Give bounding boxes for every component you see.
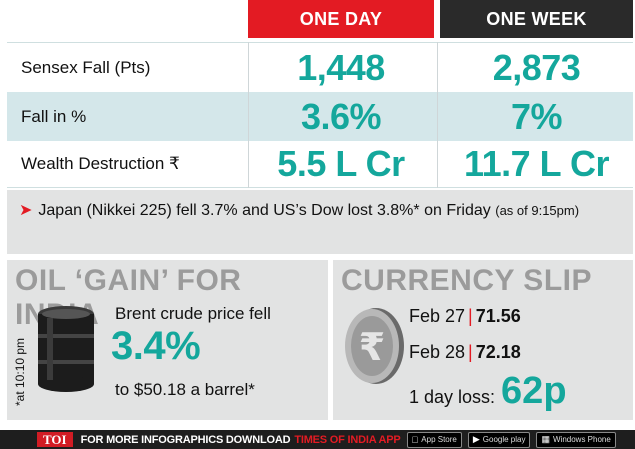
header-one-day: ONE DAY	[248, 0, 434, 38]
app-store-badge[interactable]: App Store	[406, 431, 462, 448]
news-strip: ➤ Japan (Nikkei 225) fell 3.7% and US’s D…	[7, 190, 633, 254]
value-one-day: 1,448	[297, 46, 385, 88]
currency-panel: CURRENCY SLIP ₹ Feb 27 | 71.56 Feb 28 | 72.1…	[333, 260, 633, 420]
separator: |	[468, 342, 473, 362]
google-play-badge[interactable]: ▶ Google play	[466, 431, 531, 448]
currency-date: Feb 27	[409, 306, 466, 326]
footer-text: FOR MORE INFOGRAPHICS DOWNLOAD	[80, 433, 291, 446]
currency-value: 72.18	[475, 342, 521, 362]
oil-big-value: 3.4%	[111, 324, 201, 368]
badge-label: Google play	[476, 435, 526, 444]
currency-date: Feb 28	[409, 342, 466, 362]
row-sensex-fall: Sensex Fall (Pts) 1,448 2,873	[7, 42, 633, 92]
news-text: Japan (Nikkei 225) fell 3.7% and US’s Do…	[38, 202, 491, 219]
value-one-week: 2,873	[492, 46, 581, 88]
oil-line2: to $50.18 a barrel*	[115, 380, 255, 399]
badge-label: Windows Phone	[546, 435, 611, 444]
currency-entry: Feb 27 | 71.56	[409, 306, 521, 327]
oil-panel: OIL ‘GAIN’ FOR INDIA *at 10:10 pm Brent …	[7, 260, 328, 420]
value-one-week: 11.7 L Cr	[464, 143, 609, 184]
windows-phone-badge[interactable]: ▦ Windows Phone	[534, 431, 616, 448]
apple-icon: 	[412, 435, 419, 445]
loss-value: 62p	[501, 370, 567, 412]
currency-value: 71.56	[475, 306, 521, 326]
value-one-day: 3.6%	[300, 95, 382, 137]
svg-text:₹: ₹	[359, 325, 385, 369]
arrow-right-icon: ➤	[19, 202, 33, 219]
currency-loss: 1 day loss: 62p	[409, 370, 567, 413]
oil-line1: Brent crude price fell	[115, 304, 271, 323]
footer-bar: TOI FOR MORE INFOGRAPHICS DOWNLOAD TIMES…	[0, 430, 635, 449]
oil-barrel-icon	[38, 306, 94, 392]
loss-label: 1 day loss:	[409, 387, 496, 407]
play-icon: ▶	[466, 434, 480, 444]
news-note: (as of 9:15pm)	[495, 203, 580, 218]
row-wealth-destruction: Wealth Destruction ₹ 5.5 L Cr 11.7 L Cr	[7, 141, 633, 188]
divider	[437, 42, 438, 188]
value-one-day: 5.5 L Cr	[277, 143, 405, 184]
row-label: Sensex Fall (Pts)	[21, 57, 151, 77]
badge-label: App Store	[414, 435, 457, 444]
windows-icon: ▦	[534, 434, 550, 444]
row-label: Wealth Destruction ₹	[21, 154, 180, 173]
currency-entry: Feb 28 | 72.18	[409, 342, 521, 363]
toi-logo: TOI	[37, 432, 73, 447]
footer-app-link[interactable]: TIMES OF INDIA APP	[294, 433, 401, 446]
header-one-week: ONE WEEK	[440, 0, 633, 38]
time-note: *at 10:10 pm	[13, 337, 27, 406]
currency-title: CURRENCY SLIP	[341, 264, 592, 297]
row-label: Fall in %	[21, 106, 87, 126]
separator: |	[468, 306, 473, 326]
row-fall-percent: Fall in % 3.6% 7%	[7, 92, 633, 141]
value-one-week: 7%	[510, 95, 563, 137]
rupee-coin-icon: ₹	[345, 308, 404, 384]
divider	[248, 42, 249, 188]
